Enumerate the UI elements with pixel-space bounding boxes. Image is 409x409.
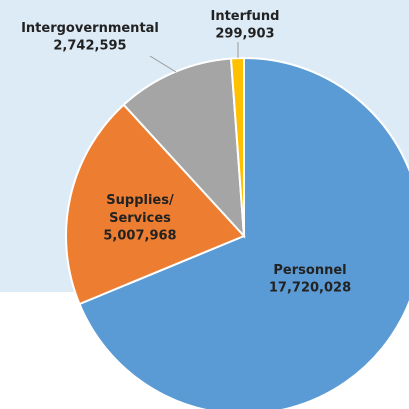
slice-label: Supplies/Services [106, 193, 174, 226]
slice-value: 299,903 [215, 27, 274, 42]
slice-label: Interfund [210, 9, 279, 24]
pie-slice [229, 56, 245, 237]
pie-slice [65, 103, 246, 306]
leader-line [149, 55, 177, 73]
pie-slice [122, 57, 246, 239]
slice-value: 2,742,595 [53, 39, 126, 54]
slice-value: 17,720,028 [269, 281, 351, 296]
slice-label: Intergovernmental [21, 21, 159, 36]
slice-value: 5,007,968 [103, 229, 176, 244]
slice-label: Personnel [273, 263, 346, 278]
